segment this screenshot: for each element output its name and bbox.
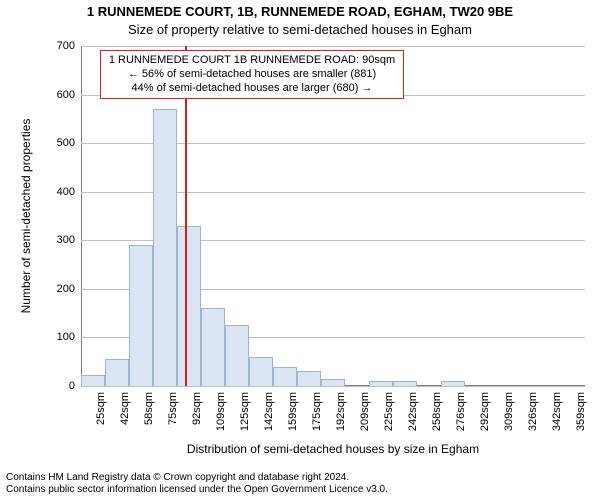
y-tick-label: 100 [57, 331, 75, 343]
y-tick-label: 400 [57, 186, 75, 198]
y-tick-label: 200 [57, 283, 75, 295]
histogram-bar [225, 325, 249, 386]
histogram-bar [321, 379, 345, 386]
footer-line-2: Contains public sector information licen… [6, 484, 388, 496]
x-tick-label: 142sqm [263, 390, 275, 438]
histogram-bar [441, 381, 465, 386]
histogram-bar [393, 381, 417, 386]
footer-line-1: Contains HM Land Registry data © Crown c… [6, 472, 388, 484]
x-tick-label: 242sqm [407, 390, 419, 438]
histogram-bar [177, 226, 201, 386]
x-tick-label: 209sqm [359, 390, 371, 438]
x-tick-label: 109sqm [215, 390, 227, 438]
histogram-bar [129, 245, 153, 386]
x-tick-label: 276sqm [455, 390, 467, 438]
x-tick-label: 326sqm [527, 390, 539, 438]
gridline [81, 386, 585, 387]
histogram-bar [273, 367, 297, 386]
footer-attribution: Contains HM Land Registry data © Crown c… [0, 472, 394, 496]
x-tick-label: 309sqm [503, 390, 515, 438]
histogram-bar [369, 381, 393, 386]
annotation-line: 1 RUNNEMEDE COURT 1B RUNNEMEDE ROAD: 90s… [107, 54, 397, 68]
annotation-box: 1 RUNNEMEDE COURT 1B RUNNEMEDE ROAD: 90s… [100, 50, 404, 99]
histogram-bar [105, 359, 129, 386]
y-tick-label: 300 [57, 234, 75, 246]
x-tick-label: 75sqm [167, 390, 179, 438]
histogram-bar [297, 371, 321, 386]
x-tick-label: 92sqm [191, 390, 203, 438]
y-tick-label: 0 [69, 380, 75, 392]
histogram-bar [153, 109, 177, 386]
x-tick-label: 159sqm [287, 390, 299, 438]
chart-subtitle: Size of property relative to semi-detach… [0, 22, 600, 38]
histogram-bar [81, 375, 105, 386]
x-tick-label: 359sqm [575, 390, 587, 438]
y-axis-label: Number of semi-detached properties [19, 119, 33, 314]
x-tick-label: 42sqm [119, 390, 131, 438]
x-tick-label: 192sqm [335, 390, 347, 438]
x-tick-label: 258sqm [431, 390, 443, 438]
x-tick-label: 58sqm [143, 390, 155, 438]
x-tick-label: 225sqm [383, 390, 395, 438]
y-tick-label: 500 [57, 137, 75, 149]
x-tick-label: 292sqm [479, 390, 491, 438]
chart-title: 1 RUNNEMEDE COURT, 1B, RUNNEMEDE ROAD, E… [0, 4, 600, 20]
histogram-bar [249, 357, 273, 386]
x-tick-label: 175sqm [311, 390, 323, 438]
x-tick-label: 25sqm [95, 390, 107, 438]
histogram-bar [201, 308, 225, 386]
x-tick-label: 342sqm [551, 390, 563, 438]
annotation-line: ← 56% of semi-detached houses are smalle… [107, 68, 397, 82]
annotation-line: 44% of semi-detached houses are larger (… [107, 82, 397, 96]
y-axis-line [81, 46, 82, 386]
gridline [81, 46, 585, 47]
y-tick-label: 700 [57, 40, 75, 52]
x-axis-label: Distribution of semi-detached houses by … [187, 442, 479, 456]
y-tick-label: 600 [57, 89, 75, 101]
x-tick-label: 125sqm [239, 390, 251, 438]
